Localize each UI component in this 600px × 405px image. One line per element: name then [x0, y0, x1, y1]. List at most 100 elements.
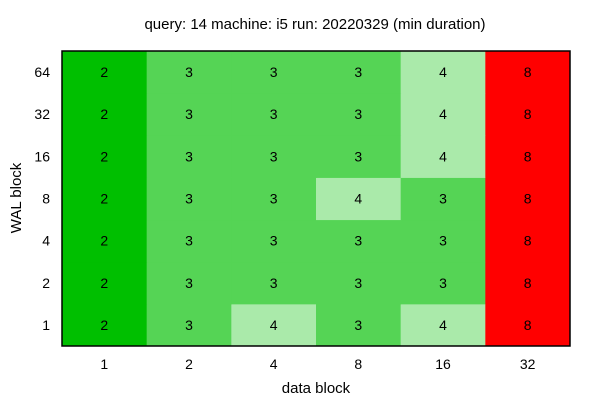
cell-value-label: 3 [270, 106, 278, 122]
cell-value-label: 2 [100, 275, 108, 291]
cell-value-label: 3 [270, 148, 278, 164]
heatmap-cell [485, 219, 571, 263]
cell-labels: 2 3 4 3 4 8 2 3 3 3 3 8 2 3 3 3 3 8 2 3 3 4 3 8 2 3 3 3 4 8 2 3 3 3 4 8 2 3 3 3… [100, 64, 531, 333]
cell-value-label: 3 [270, 275, 278, 291]
heatmap-cell [231, 261, 317, 305]
cell-value-label: 8 [524, 64, 532, 80]
heatmap-cell [231, 303, 317, 347]
heatmap-cell [316, 177, 402, 221]
chart-title: query: 14 machine: i5 run: 20220329 (min… [144, 16, 485, 33]
y-tick-label: 16 [34, 148, 50, 164]
cell-value-label: 2 [100, 64, 108, 80]
cell-value-label: 3 [185, 191, 193, 207]
heatmap-cell [485, 51, 571, 94]
heatmap-cell [146, 51, 232, 94]
cell-value-label: 3 [270, 191, 278, 207]
heatmap-cell [231, 177, 317, 221]
heatmap-cell [316, 51, 402, 94]
cell-value-label: 4 [439, 317, 447, 333]
heatmap-cell [400, 135, 486, 178]
cell-value-label: 8 [524, 191, 532, 207]
heatmap-cell [231, 219, 317, 263]
cell-value-label: 3 [185, 233, 193, 249]
cell-value-label: 2 [100, 191, 108, 207]
heatmap-cell [400, 219, 486, 263]
plot-frame [61, 50, 571, 347]
x-tick-labels: 1 2 4 8 16 32 [100, 356, 535, 372]
heatmap-cell [62, 93, 148, 136]
heatmap-cell [62, 135, 148, 178]
heatmap-cell [146, 219, 232, 263]
cell-value-label: 3 [354, 106, 362, 122]
x-tick-label: 32 [520, 356, 536, 372]
heatmap-cell [316, 303, 402, 347]
heatmap-cell [62, 177, 148, 221]
cell-value-label: 3 [439, 233, 447, 249]
heatmap-cell [316, 261, 402, 305]
heatmap-cell [146, 177, 232, 221]
heatmap-cell [146, 303, 232, 347]
cell-value-label: 8 [524, 317, 532, 333]
cell-value-label: 8 [524, 275, 532, 291]
heatmap-cell [485, 93, 571, 136]
x-tick-label: 8 [354, 356, 362, 372]
heatmap-cell [316, 219, 402, 263]
heatmap-cell [146, 261, 232, 305]
x-tick-label: 16 [435, 356, 451, 372]
cell-value-label: 2 [100, 233, 108, 249]
heatmap-cell [316, 135, 402, 178]
cell-value-label: 3 [439, 191, 447, 207]
cell-value-label: 2 [100, 106, 108, 122]
heatmap-cell [316, 93, 402, 136]
cell-value-label: 3 [185, 64, 193, 80]
heatmap-cell [485, 261, 571, 305]
heatmap-cell [485, 177, 571, 221]
y-tick-label: 2 [42, 275, 50, 291]
cell-value-label: 2 [100, 317, 108, 333]
heatmap-cell [400, 177, 486, 221]
heatmap-cell [231, 135, 317, 178]
cell-value-label: 8 [524, 106, 532, 122]
heatmap-cell [400, 261, 486, 305]
y-tick-labels: 1 2 4 8 16 32 64 [34, 64, 50, 333]
cell-value-label: 3 [354, 233, 362, 249]
cell-value-label: 4 [439, 64, 447, 80]
heatmap-cell [231, 51, 317, 94]
cell-value-label: 3 [354, 148, 362, 164]
heatmap-cell [146, 93, 232, 136]
heatmap-cell [62, 303, 148, 347]
y-tick-label: 64 [34, 64, 50, 80]
cell-value-label: 3 [185, 275, 193, 291]
heatmap-cell [485, 135, 571, 178]
x-axis-label: data block [282, 380, 351, 397]
y-tick-label: 1 [42, 317, 50, 333]
cell-value-label: 4 [439, 106, 447, 122]
cell-value-label: 3 [185, 317, 193, 333]
heatmap-cell [146, 135, 232, 178]
cell-value-label: 4 [439, 148, 447, 164]
cell-value-label: 3 [185, 148, 193, 164]
y-tick-label: 8 [42, 191, 50, 207]
x-tick-label: 4 [270, 356, 278, 372]
y-axis-label: WAL block [8, 162, 25, 233]
cell-value-label: 3 [354, 275, 362, 291]
y-tick-label: 32 [34, 106, 50, 122]
x-tick-label: 1 [100, 356, 108, 372]
cell-value-label: 3 [354, 317, 362, 333]
cell-value-label: 3 [270, 233, 278, 249]
cell-value-label: 3 [439, 275, 447, 291]
heatmap-cell [62, 51, 148, 94]
cell-value-label: 4 [354, 191, 362, 207]
heatmap-cell [400, 303, 486, 347]
cell-value-label: 8 [524, 148, 532, 164]
heatmap-cell [485, 303, 571, 347]
cell-value-label: 3 [354, 64, 362, 80]
heatmap-cell [400, 51, 486, 94]
heatmap-cell [400, 93, 486, 136]
cell-value-label: 4 [270, 317, 278, 333]
x-tick-label: 2 [185, 356, 193, 372]
cell-value-label: 8 [524, 233, 532, 249]
heatmap-cell [231, 93, 317, 136]
heatmap-cells [62, 51, 571, 347]
